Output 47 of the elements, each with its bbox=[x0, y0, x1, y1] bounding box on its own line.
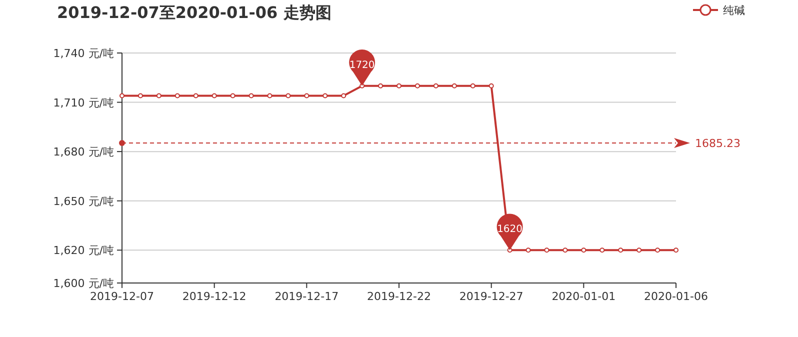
point bbox=[488, 83, 494, 88]
point bbox=[286, 93, 291, 98]
annotation: 1720 bbox=[349, 60, 375, 71]
point bbox=[341, 93, 346, 98]
point bbox=[174, 93, 180, 98]
x-tick-label: 2019-12-27 bbox=[459, 290, 524, 303]
point bbox=[138, 93, 143, 98]
point bbox=[414, 83, 420, 88]
x-tick-label: 2019-12-17 bbox=[274, 290, 339, 303]
point bbox=[248, 93, 254, 98]
legend-label: 纯碱 bbox=[723, 4, 745, 17]
point bbox=[636, 248, 642, 253]
point bbox=[193, 93, 198, 98]
point bbox=[581, 248, 586, 253]
point bbox=[470, 83, 476, 88]
y-tick-label: 1,710 元/吨 bbox=[53, 96, 114, 110]
point bbox=[267, 93, 272, 98]
point bbox=[600, 248, 605, 253]
point bbox=[674, 248, 678, 253]
point bbox=[396, 83, 402, 88]
y-tick-label: 1,620 元/吨 bbox=[53, 244, 114, 258]
point bbox=[452, 83, 457, 88]
x-tick-label: 2020-01-06 bbox=[644, 290, 708, 303]
x-tick-label: 2020-01-01 bbox=[552, 290, 616, 303]
point bbox=[655, 248, 660, 253]
x-tick-label: 2019-12-12 bbox=[182, 290, 246, 303]
point bbox=[322, 93, 328, 98]
x-tick-label: 2019-12-22 bbox=[367, 290, 431, 303]
y-tick-label: 1,650 元/吨 bbox=[53, 194, 114, 208]
chart-title: 2019-12-07至2020-01-06 走势图 bbox=[57, 3, 332, 22]
point bbox=[433, 83, 438, 88]
x-tick-label: 2019-12-07 bbox=[90, 290, 154, 303]
annotation: 1620 bbox=[497, 224, 523, 236]
point bbox=[120, 93, 124, 98]
ref-line-label: 1685.23 bbox=[695, 136, 740, 150]
point bbox=[562, 248, 568, 253]
y-tick-label: 1,680 元/吨 bbox=[53, 146, 114, 159]
point bbox=[618, 248, 624, 253]
point bbox=[230, 93, 236, 98]
point bbox=[526, 248, 531, 253]
point bbox=[544, 248, 550, 253]
point bbox=[212, 93, 217, 98]
point bbox=[304, 93, 310, 98]
point bbox=[156, 93, 162, 98]
point bbox=[378, 83, 384, 88]
y-tick-label: 1,740 元/吨 bbox=[53, 47, 114, 60]
y-tick-label: 1,600 元/吨 bbox=[53, 277, 114, 290]
